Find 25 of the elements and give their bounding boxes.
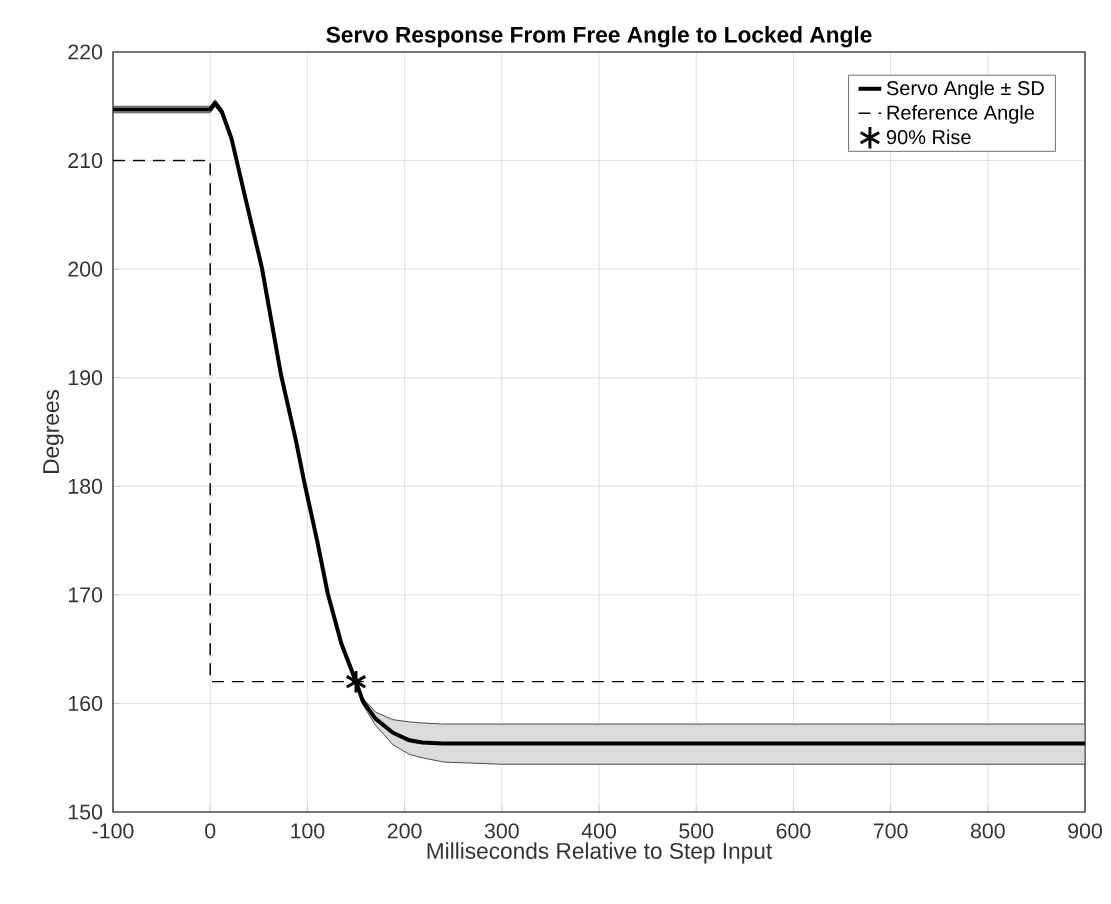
legend-label: Servo Angle ± SD [886, 80, 1044, 100]
x-tick-label: 600 [776, 823, 811, 839]
y-tick-label: 200 [68, 261, 103, 277]
chart-title: Servo Response From Free Angle to Locked Angle [326, 26, 872, 48]
x-tick-label: 200 [387, 823, 422, 839]
y-tick-label: 180 [68, 478, 103, 494]
x-tick-label: 900 [1068, 823, 1102, 839]
y-tick-label: 160 [68, 695, 103, 711]
y-tick-label: 170 [68, 587, 103, 603]
x-axis-title: Milliseconds Relative to Step Input [427, 842, 773, 864]
x-tick-label: 400 [581, 823, 616, 839]
legend-label: Reference Angle [887, 105, 1034, 124]
x-tick-label: 700 [873, 823, 908, 839]
x-tick-label: 300 [484, 823, 519, 839]
y-tick-label: 190 [68, 370, 103, 386]
legend-label: 90% Rise [886, 129, 971, 145]
x-tick-label: 0 [205, 823, 216, 839]
x-tick-label: -100 [92, 823, 134, 839]
y-tick-label: 210 [68, 153, 103, 169]
y-axis-title: Degrees [43, 389, 64, 473]
y-tick-label: 220 [68, 44, 103, 60]
y-tick-label: 150 [68, 804, 103, 820]
x-tick-label: 500 [679, 823, 714, 839]
x-tick-label: 100 [291, 823, 325, 839]
x-tick-label: 800 [970, 823, 1005, 839]
